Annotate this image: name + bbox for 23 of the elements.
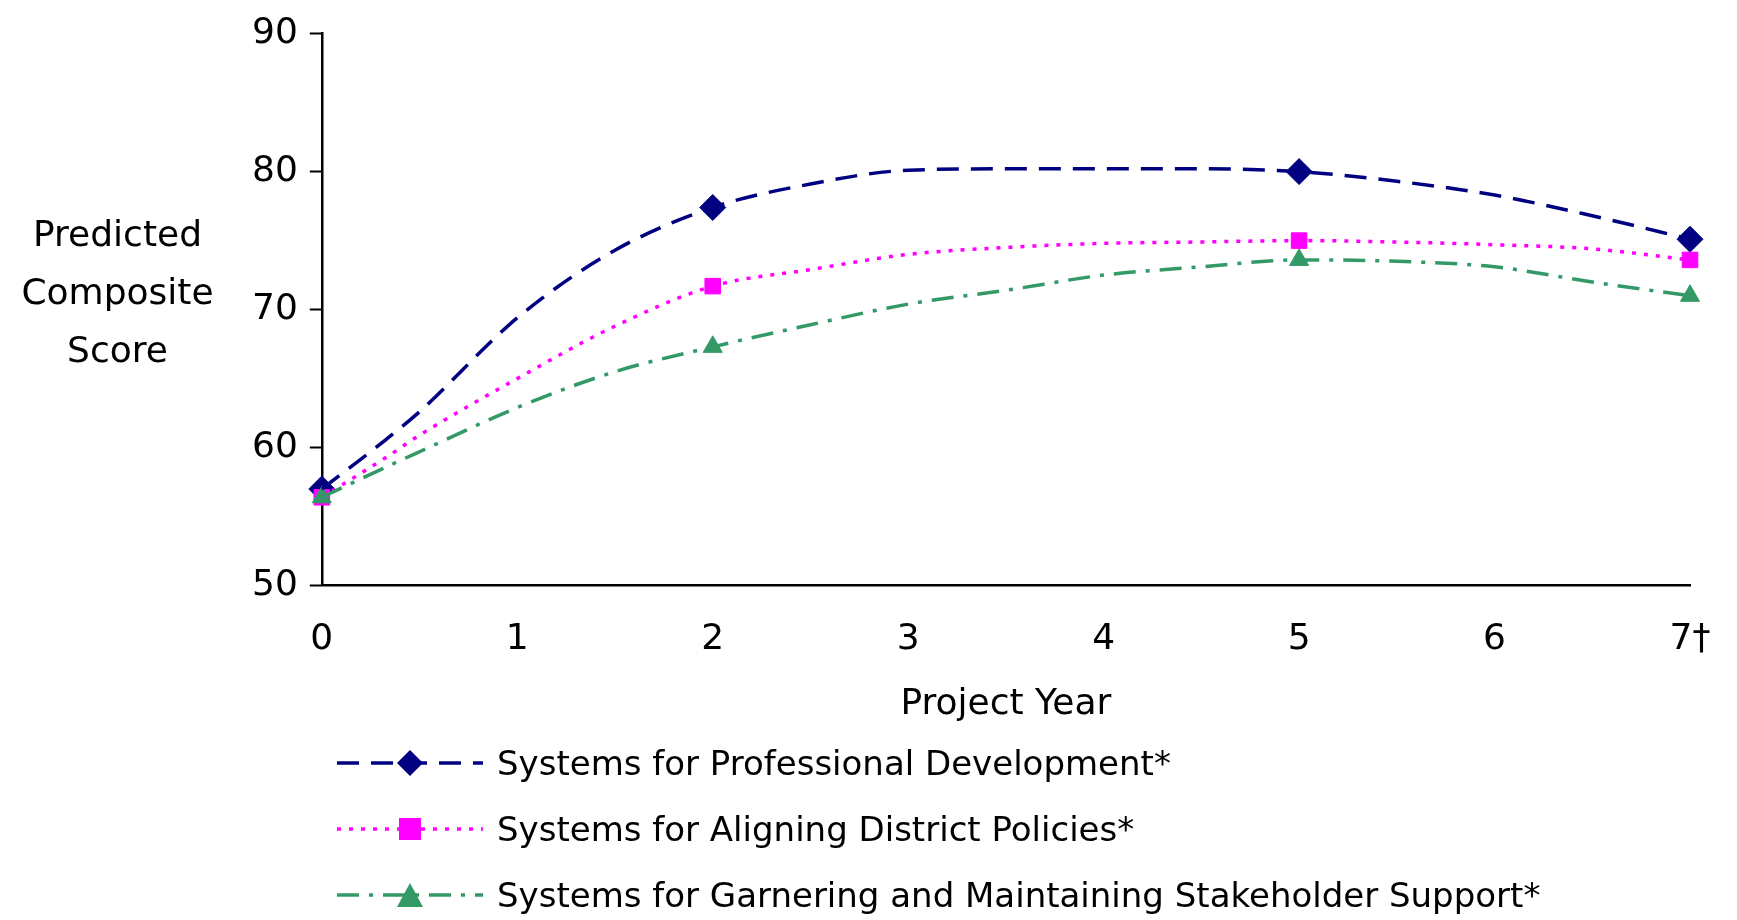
x-axis-title: Project Year bbox=[900, 680, 1112, 722]
legend-label: Systems for Garnering and Maintaining Stakeholder Support* bbox=[497, 875, 1541, 915]
x-tick-label: 4 bbox=[1092, 615, 1116, 657]
x-tick-label: 5 bbox=[1287, 615, 1311, 657]
x-tick-label: 1 bbox=[505, 615, 529, 657]
legend-label: Systems for Professional Development* bbox=[497, 743, 1171, 783]
y-tick-label: 60 bbox=[252, 423, 298, 465]
y-tick-label: 80 bbox=[252, 147, 298, 189]
legend-label: Systems for Aligning District Policies* bbox=[497, 809, 1135, 849]
x-tick-label: 3 bbox=[896, 615, 920, 657]
x-tick-label: 0 bbox=[310, 615, 334, 657]
x-tick-label: 6 bbox=[1483, 615, 1506, 657]
y-tick-label: 70 bbox=[252, 285, 298, 327]
point bbox=[1285, 158, 1313, 186]
x-tick-label: 2 bbox=[701, 615, 725, 657]
point bbox=[1681, 251, 1699, 269]
point bbox=[704, 277, 721, 295]
y-tick-label: 90 bbox=[252, 9, 298, 51]
y-tick-label: 50 bbox=[252, 561, 298, 603]
x-tick-label: 7† bbox=[1669, 615, 1711, 657]
point bbox=[1676, 225, 1704, 253]
point bbox=[1290, 232, 1308, 249]
y-axis-title: Predicted Composite Score bbox=[20, 212, 215, 372]
